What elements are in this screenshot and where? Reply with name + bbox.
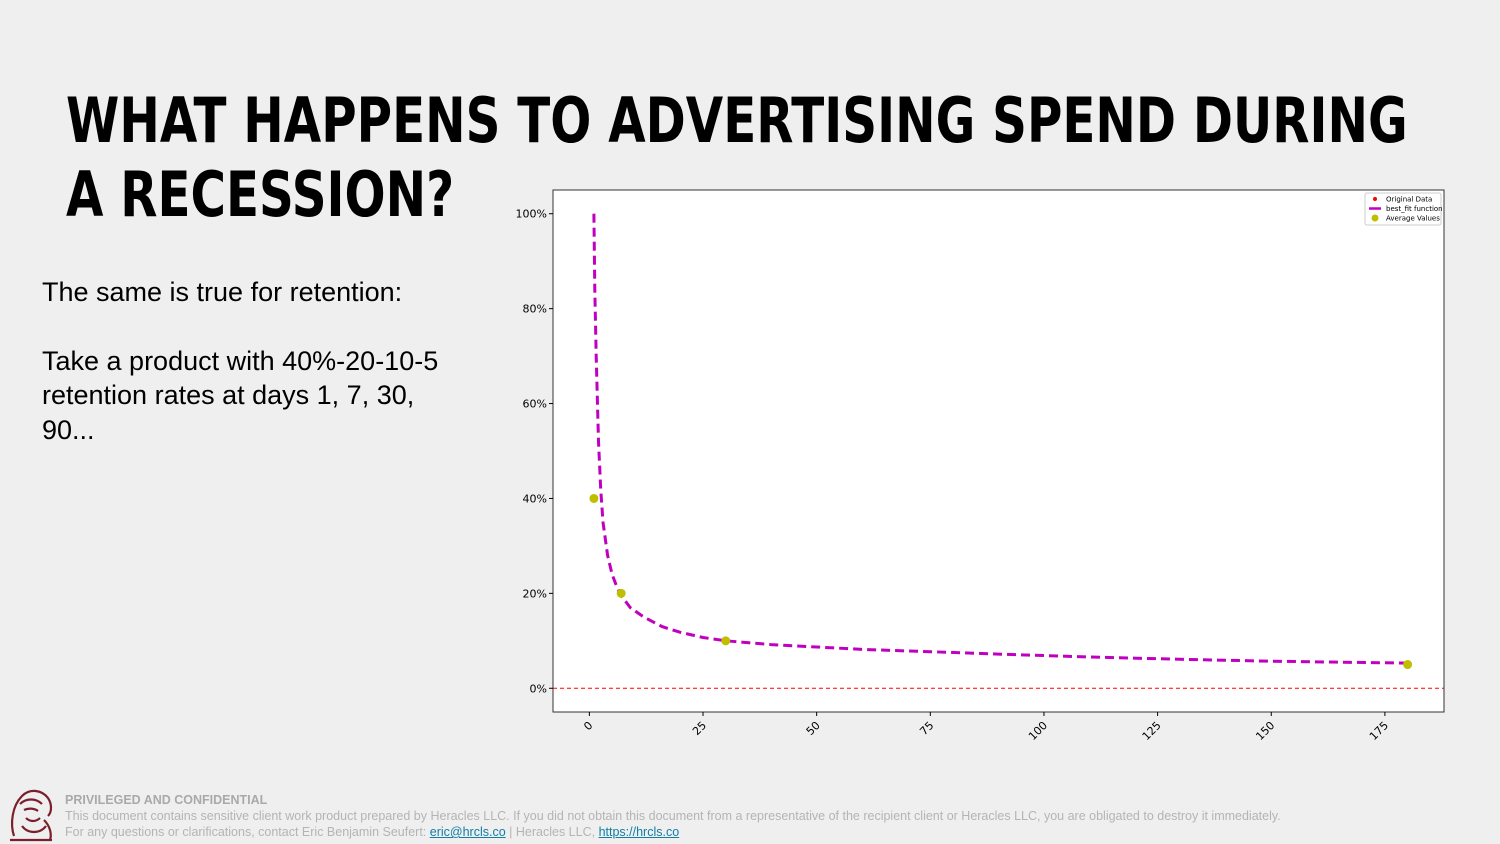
confidential-label: PRIVILEGED AND CONFIDENTIAL	[65, 793, 268, 807]
x-tick-label: 175	[1367, 719, 1391, 743]
footer-company: | Heracles LLC,	[509, 825, 596, 839]
x-tick-label: 75	[917, 719, 936, 738]
y-tick-label: 100%	[516, 208, 547, 221]
x-tick-label: 100	[1026, 719, 1050, 743]
average-value-point	[589, 493, 599, 503]
retention-chart: 0% 20% 40% 60% 80% 100% 0 25 50 75 100 125 150 175 Or…	[516, 189, 1445, 743]
heracles-logo-icon	[10, 789, 53, 842]
y-tick-label: 40%	[523, 492, 547, 505]
legend-best-fit-label: best_fit function	[1386, 205, 1443, 213]
legend-average-values-marker	[1371, 214, 1379, 222]
x-tick-label: 150	[1253, 719, 1277, 743]
footer: PRIVILEGED AND CONFIDENTIAL This documen…	[65, 792, 1281, 840]
x-tick-label: 25	[690, 719, 709, 738]
paragraph-product: Take a product with 40%-20-10-5 retentio…	[42, 345, 439, 445]
website-link[interactable]: https://hrcls.co	[598, 825, 680, 839]
average-value-point	[721, 636, 731, 646]
paragraph-retention: The same is true for retention:	[42, 277, 403, 307]
y-tick-label: 80%	[523, 303, 547, 316]
average-value-point	[616, 588, 626, 598]
x-tick-label: 125	[1140, 719, 1164, 743]
average-value-point	[1403, 660, 1413, 670]
email-link[interactable]: eric@hrcls.co	[429, 825, 506, 839]
footer-disclaimer: This document contains sensitive client …	[65, 809, 1281, 823]
footer-contact-line: For any questions or clarifications, con…	[65, 824, 1281, 840]
body-text: The same is true for retention: Take a p…	[42, 275, 442, 481]
x-tick-label: 0	[581, 719, 595, 733]
footer-contact-prefix: For any questions or clarifications, con…	[65, 825, 427, 839]
legend: Original Data best_fit function Average …	[1364, 192, 1443, 226]
legend-original-data-label: Original Data	[1386, 196, 1432, 204]
y-tick-label: 20%	[523, 587, 547, 600]
plot-area	[552, 189, 1445, 713]
best-fit-curve	[592, 213, 1408, 665]
x-tick-label: 50	[804, 719, 823, 738]
legend-original-data-marker	[1373, 197, 1377, 201]
y-tick-label: 60%	[523, 398, 547, 411]
page-title-text: WHAT HAPPENS TO ADVERTISING SPEND DURING…	[66, 84, 1408, 231]
page-title: WHAT HAPPENS TO ADVERTISING SPEND DURING…	[66, 84, 1408, 232]
legend-box	[1364, 192, 1442, 226]
y-tick-label: 0%	[530, 682, 547, 695]
legend-average-values-label: Average Values	[1386, 215, 1440, 223]
average-values-points	[589, 493, 1413, 670]
